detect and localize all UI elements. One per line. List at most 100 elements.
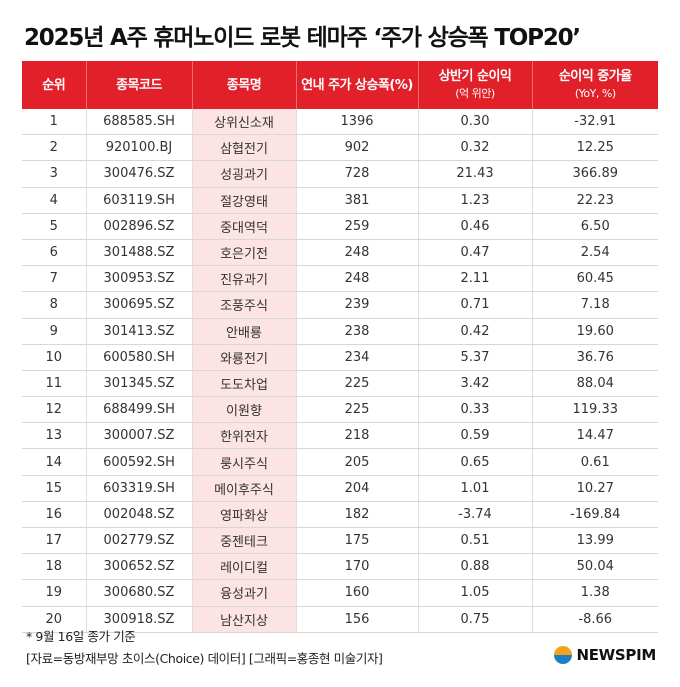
cell-profit-growth: 14.47 bbox=[531, 422, 658, 450]
ranking-table: 순위 종목코드 종목명 연내 주가 상승폭(%) 상반기 순이익 (억 위안) 순… bbox=[22, 61, 658, 633]
cell-name: 남산지상 bbox=[191, 606, 296, 633]
cell-net-profit: 0.65 bbox=[417, 448, 532, 476]
cell-code: 301413.SZ bbox=[85, 318, 192, 345]
cell-rank: 13 bbox=[22, 422, 86, 450]
cell-name: 레이디컬 bbox=[191, 553, 296, 581]
cell-rank: 18 bbox=[22, 553, 86, 581]
cell-profit-growth: 88.04 bbox=[531, 370, 658, 398]
cell-name: 룽시주식 bbox=[191, 448, 296, 476]
cell-code: 300680.SZ bbox=[85, 579, 192, 607]
newspim-logo-text: NEWSPIM bbox=[576, 646, 656, 664]
cell-price-gain: 1396 bbox=[295, 109, 418, 136]
cell-price-gain: 218 bbox=[295, 422, 418, 450]
cell-code: 300695.SZ bbox=[85, 291, 192, 319]
header-name: 종목명 bbox=[191, 61, 296, 109]
cell-name: 조풍주식 bbox=[191, 291, 296, 319]
cell-price-gain: 259 bbox=[295, 213, 418, 240]
cell-rank: 14 bbox=[22, 448, 86, 476]
cell-net-profit: 0.88 bbox=[417, 553, 532, 581]
cell-net-profit: 1.01 bbox=[417, 475, 532, 502]
cell-name: 호은기전 bbox=[191, 239, 296, 267]
table-body: 1 688585.SH 상위신소재 1396 0.30 -32.91 2 920100.BJ 삼… bbox=[22, 109, 658, 633]
cell-name: 도도차업 bbox=[191, 370, 296, 398]
cell-rank: 2 bbox=[22, 134, 86, 162]
cell-code: 688585.SH bbox=[85, 109, 192, 136]
cell-net-profit: 21.43 bbox=[417, 160, 532, 188]
cell-rank: 20 bbox=[22, 606, 86, 633]
cell-net-profit: 0.71 bbox=[417, 291, 532, 319]
cell-net-profit: 3.42 bbox=[417, 370, 532, 398]
chart-title: 2025년 A주 휴머노이드 로봇 테마주 ‘주가 상승폭 TOP20’ bbox=[24, 25, 581, 51]
cell-rank: 6 bbox=[22, 239, 86, 267]
cell-code: 300918.SZ bbox=[85, 606, 192, 633]
cell-name: 진유과기 bbox=[191, 265, 296, 293]
cell-code: 603119.SH bbox=[85, 187, 192, 214]
cell-profit-growth: 2.54 bbox=[531, 239, 658, 267]
cell-name: 삼협전기 bbox=[191, 134, 296, 162]
cell-rank: 17 bbox=[22, 527, 86, 555]
cell-rank: 5 bbox=[22, 213, 86, 240]
cell-name: 영파화상 bbox=[191, 501, 296, 529]
cell-profit-growth: 60.45 bbox=[531, 265, 658, 293]
table-row: 15 603319.SH 메이후주식 204 1.01 10.27 bbox=[22, 475, 658, 502]
cell-net-profit: 0.33 bbox=[417, 396, 532, 424]
cell-name: 한위전자 bbox=[191, 422, 296, 450]
table-row: 3 300476.SZ 성굉과기 728 21.43 366.89 bbox=[22, 160, 658, 188]
table-row: 10 600580.SH 와룡전기 234 5.37 36.76 bbox=[22, 344, 658, 371]
cell-code: 603319.SH bbox=[85, 475, 192, 502]
cell-rank: 8 bbox=[22, 291, 86, 319]
cell-profit-growth: -169.84 bbox=[531, 501, 658, 529]
cell-code: 920100.BJ bbox=[85, 134, 192, 162]
cell-net-profit: -3.74 bbox=[417, 501, 532, 529]
cell-profit-growth: 22.23 bbox=[531, 187, 658, 214]
newspim-logo: NEWSPIM bbox=[554, 646, 656, 664]
cell-profit-growth: 19.60 bbox=[531, 318, 658, 345]
cell-code: 002896.SZ bbox=[85, 213, 192, 240]
cell-net-profit: 0.30 bbox=[417, 109, 532, 136]
cell-code: 600592.SH bbox=[85, 448, 192, 476]
cell-profit-growth: 6.50 bbox=[531, 213, 658, 240]
cell-rank: 10 bbox=[22, 344, 86, 371]
cell-rank: 15 bbox=[22, 475, 86, 502]
cell-code: 300476.SZ bbox=[85, 160, 192, 188]
header-rank: 순위 bbox=[22, 61, 86, 109]
cell-price-gain: 239 bbox=[295, 291, 418, 319]
cell-profit-growth: 12.25 bbox=[531, 134, 658, 162]
table-row: 16 002048.SZ 영파화상 182 -3.74 -169.84 bbox=[22, 501, 658, 529]
cell-name: 중대역덕 bbox=[191, 213, 296, 240]
cell-name: 융성과기 bbox=[191, 579, 296, 607]
source-credit: [자료=동방재부망 초이스(Choice) 데이터] [그래픽=홍종현 미술기자… bbox=[26, 651, 383, 666]
cell-net-profit: 1.05 bbox=[417, 579, 532, 607]
table-row: 17 002779.SZ 중젠테크 175 0.51 13.99 bbox=[22, 527, 658, 555]
cell-rank: 12 bbox=[22, 396, 86, 424]
table-row: 4 603119.SH 절강영태 381 1.23 22.23 bbox=[22, 187, 658, 214]
cell-price-gain: 204 bbox=[295, 475, 418, 502]
cell-net-profit: 0.51 bbox=[417, 527, 532, 555]
cell-code: 300953.SZ bbox=[85, 265, 192, 293]
cell-rank: 4 bbox=[22, 187, 86, 214]
table-row: 1 688585.SH 상위신소재 1396 0.30 -32.91 bbox=[22, 109, 658, 136]
cell-price-gain: 248 bbox=[295, 239, 418, 267]
cell-rank: 11 bbox=[22, 370, 86, 398]
cell-code: 300007.SZ bbox=[85, 422, 192, 450]
header-profit-growth: 순이익 증가율 (YoY, %) bbox=[531, 61, 658, 109]
table-row: 14 600592.SH 룽시주식 205 0.65 0.61 bbox=[22, 448, 658, 476]
cell-net-profit: 1.23 bbox=[417, 187, 532, 214]
cell-profit-growth: 36.76 bbox=[531, 344, 658, 371]
cell-net-profit: 0.42 bbox=[417, 318, 532, 345]
cell-name: 안배룡 bbox=[191, 318, 296, 345]
header-net-profit: 상반기 순이익 (억 위안) bbox=[417, 61, 532, 109]
cell-name: 중젠테크 bbox=[191, 527, 296, 555]
cell-code: 002779.SZ bbox=[85, 527, 192, 555]
cell-net-profit: 5.37 bbox=[417, 344, 532, 371]
cell-name: 이원향 bbox=[191, 396, 296, 424]
cell-net-profit: 2.11 bbox=[417, 265, 532, 293]
header-code: 종목코드 bbox=[85, 61, 192, 109]
cell-name: 절강영태 bbox=[191, 187, 296, 214]
cell-profit-growth: 10.27 bbox=[531, 475, 658, 502]
footnote: * 9월 16일 종가 기준 bbox=[26, 629, 136, 644]
cell-rank: 1 bbox=[22, 109, 86, 136]
table-row: 2 920100.BJ 삼협전기 902 0.32 12.25 bbox=[22, 134, 658, 162]
cell-code: 002048.SZ bbox=[85, 501, 192, 529]
cell-profit-growth: -8.66 bbox=[531, 606, 658, 633]
